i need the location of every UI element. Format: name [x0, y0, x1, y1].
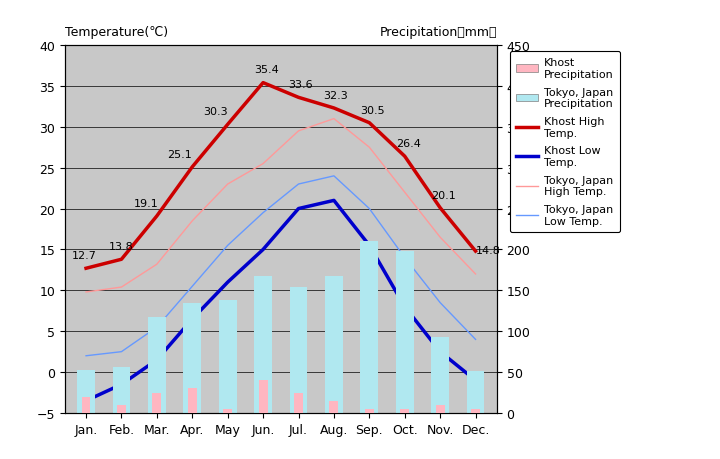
Tokyo, Japan
Low Temp. — [365, 207, 374, 212]
Khost Low
Temp. — [400, 304, 409, 310]
Bar — [289, 287, 307, 413]
Khost High
Temp. — [258, 81, 267, 86]
Khost High
Temp. — [365, 121, 374, 126]
Bar — [330, 401, 338, 413]
Tokyo, Japan
Low Temp. — [436, 300, 444, 306]
Khost High
Temp. — [294, 95, 303, 101]
Khost High
Temp. — [471, 249, 480, 254]
Khost Low
Temp. — [153, 357, 161, 363]
Text: 30.5: 30.5 — [361, 105, 385, 115]
Text: 26.4: 26.4 — [396, 139, 420, 149]
Text: 33.6: 33.6 — [288, 80, 312, 90]
Bar — [467, 371, 485, 413]
Bar — [223, 409, 232, 413]
Tokyo, Japan
Low Temp. — [258, 210, 267, 216]
Tokyo, Japan
Low Temp. — [117, 349, 126, 355]
Bar — [436, 405, 444, 413]
Bar — [153, 393, 161, 413]
Tokyo, Japan
High Temp. — [82, 290, 91, 295]
Tokyo, Japan
Low Temp. — [153, 325, 161, 330]
Khost Low
Temp. — [330, 198, 338, 204]
Text: 32.3: 32.3 — [323, 90, 348, 101]
Khost Low
Temp. — [294, 207, 303, 212]
Khost High
Temp. — [400, 154, 409, 160]
Bar — [325, 276, 343, 413]
Bar — [188, 389, 197, 413]
Bar — [81, 397, 91, 413]
Bar — [254, 276, 272, 413]
Bar — [77, 371, 95, 413]
Bar — [396, 252, 413, 413]
Text: 19.1: 19.1 — [134, 198, 158, 208]
Khost High
Temp. — [436, 206, 444, 211]
Tokyo, Japan
High Temp. — [436, 235, 444, 241]
Bar — [184, 303, 201, 413]
Tokyo, Japan
Low Temp. — [400, 255, 409, 261]
Bar — [294, 393, 303, 413]
Bar — [471, 409, 480, 413]
Bar — [258, 381, 268, 413]
Tokyo, Japan
Low Temp. — [188, 284, 197, 289]
Bar — [117, 405, 126, 413]
Tokyo, Japan
High Temp. — [117, 285, 126, 290]
Text: 25.1: 25.1 — [168, 149, 192, 159]
Bar — [431, 337, 449, 413]
Text: 12.7: 12.7 — [72, 251, 96, 261]
Text: 14.8: 14.8 — [475, 246, 500, 256]
Tokyo, Japan
High Temp. — [400, 190, 409, 196]
Tokyo, Japan
Low Temp. — [330, 174, 338, 179]
Tokyo, Japan
Low Temp. — [294, 182, 303, 187]
Khost Low
Temp. — [82, 398, 91, 403]
Tokyo, Japan
Low Temp. — [82, 353, 91, 359]
Tokyo, Japan
High Temp. — [258, 162, 267, 167]
Khost Low
Temp. — [258, 247, 267, 252]
Text: 35.4: 35.4 — [254, 65, 279, 75]
Legend: Khost
Precipitation, Tokyo, Japan
Precipitation, Khost High
Temp., Khost Low
Tem: Khost Precipitation, Tokyo, Japan Precip… — [510, 51, 621, 233]
Tokyo, Japan
Low Temp. — [471, 337, 480, 342]
Khost High
Temp. — [330, 106, 338, 112]
Bar — [400, 409, 409, 413]
Khost Low
Temp. — [117, 382, 126, 387]
Text: 20.1: 20.1 — [431, 190, 456, 200]
Text: Temperature(℃): Temperature(℃) — [65, 26, 168, 39]
Khost Low
Temp. — [188, 317, 197, 322]
Text: 13.8: 13.8 — [109, 241, 134, 252]
Tokyo, Japan
High Temp. — [471, 272, 480, 277]
Tokyo, Japan
High Temp. — [330, 117, 338, 122]
Bar — [112, 367, 130, 413]
Tokyo, Japan
High Temp. — [223, 182, 232, 187]
Tokyo, Japan
High Temp. — [365, 145, 374, 151]
Line: Tokyo, Japan
High Temp.: Tokyo, Japan High Temp. — [86, 119, 475, 292]
Tokyo, Japan
High Temp. — [153, 262, 161, 267]
Khost Low
Temp. — [223, 280, 232, 285]
Khost Low
Temp. — [365, 243, 374, 249]
Khost High
Temp. — [188, 165, 197, 170]
Line: Khost Low
Temp.: Khost Low Temp. — [86, 201, 475, 401]
Khost High
Temp. — [153, 214, 161, 219]
Khost High
Temp. — [117, 257, 126, 263]
Khost High
Temp. — [82, 266, 91, 271]
Tokyo, Japan
High Temp. — [188, 218, 197, 224]
Tokyo, Japan
High Temp. — [294, 129, 303, 134]
Bar — [361, 242, 378, 413]
Text: Precipitation（mm）: Precipitation（mm） — [379, 26, 497, 39]
Line: Tokyo, Japan
Low Temp.: Tokyo, Japan Low Temp. — [86, 176, 475, 356]
Khost High
Temp. — [223, 122, 232, 128]
Khost Low
Temp. — [471, 378, 480, 383]
Khost Low
Temp. — [436, 349, 444, 355]
Bar — [219, 301, 237, 413]
Line: Khost High
Temp.: Khost High Temp. — [86, 84, 475, 269]
Text: 30.3: 30.3 — [203, 107, 228, 117]
Bar — [365, 409, 374, 413]
Tokyo, Japan
Low Temp. — [223, 243, 232, 249]
Bar — [148, 317, 166, 413]
